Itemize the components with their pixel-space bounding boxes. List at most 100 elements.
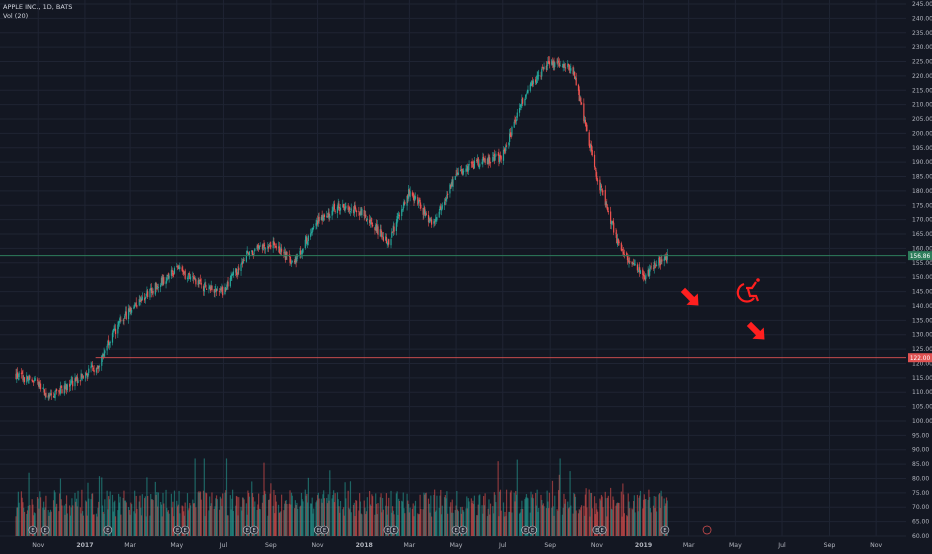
volume-bar <box>434 511 437 536</box>
candle-body <box>156 287 158 289</box>
volume-bar <box>355 500 358 536</box>
volume-bar <box>290 492 293 536</box>
candle-body <box>634 263 636 266</box>
volume-bar <box>323 498 326 536</box>
volume-bar <box>76 506 78 536</box>
volume-bar <box>398 500 401 536</box>
volume-bar <box>444 495 446 536</box>
volume-bar <box>246 514 248 536</box>
candle-body <box>215 288 217 291</box>
candle-body <box>263 244 265 247</box>
volume-bar <box>79 507 81 536</box>
volume-bar <box>138 501 140 536</box>
volume-bar <box>108 496 110 536</box>
volume-bar <box>235 495 238 536</box>
volume-bar <box>80 513 82 536</box>
candle-body <box>354 204 356 210</box>
candle-body <box>272 240 274 249</box>
volume-bar <box>440 514 443 536</box>
volume-bar <box>55 506 57 536</box>
price-axis-label: 175.00 <box>912 202 932 209</box>
volume-bar <box>363 500 365 536</box>
candle-body <box>301 250 303 255</box>
candle-body <box>81 374 83 378</box>
earnings-marker <box>103 525 113 535</box>
candle-body <box>262 243 264 250</box>
volume-bar <box>655 496 657 536</box>
volume-bar <box>481 505 483 536</box>
volume-bar <box>129 514 131 536</box>
volume-bar <box>621 516 623 536</box>
candle-body <box>388 239 390 245</box>
volume-bar <box>38 508 40 536</box>
volume-bar <box>171 507 173 536</box>
candle-body <box>395 222 397 231</box>
volume-bar <box>311 497 313 536</box>
candle-body <box>323 214 326 217</box>
candle-body <box>355 210 358 213</box>
volume-bar <box>365 511 368 536</box>
volume-bar <box>371 494 373 536</box>
candle-body <box>305 236 307 242</box>
candle-body <box>610 211 612 224</box>
candle-body <box>551 60 553 65</box>
candle-body <box>345 206 347 209</box>
candle-body <box>248 252 250 255</box>
candle-body <box>594 167 596 169</box>
price-level-tag <box>908 353 932 363</box>
volume-bar <box>117 510 119 536</box>
volume-bar <box>524 499 526 536</box>
volume-bar <box>323 490 325 536</box>
candle-body <box>406 196 408 206</box>
volume-bar <box>133 511 135 536</box>
volume-bar <box>141 494 143 536</box>
price-axis-label: 180.00 <box>912 188 932 195</box>
volume-bar <box>279 512 281 536</box>
candle-body <box>300 250 302 255</box>
volume-bar <box>628 501 630 536</box>
volume-bar <box>419 494 421 536</box>
candle-body <box>498 153 500 162</box>
volume-bar <box>146 477 148 536</box>
volume-bar <box>567 508 570 536</box>
candle-body <box>568 64 570 70</box>
candle-body <box>291 261 293 263</box>
candle-body <box>632 263 634 265</box>
accessibility-icon-leg <box>746 288 760 302</box>
candle-body <box>192 276 194 277</box>
candle-body <box>584 119 586 125</box>
candle-body <box>284 252 287 261</box>
candle-body <box>530 83 532 87</box>
price-axis-label: 220.00 <box>912 73 932 80</box>
volume-bar <box>43 501 45 536</box>
candle-body <box>456 172 459 175</box>
candle-body <box>48 394 50 397</box>
volume-bar <box>170 493 173 536</box>
volume-bar <box>45 495 47 536</box>
volume-bar <box>176 500 178 536</box>
volume-bar <box>504 511 506 536</box>
volume-bar <box>108 499 111 536</box>
volume-bar <box>377 503 379 536</box>
candle-body <box>80 373 82 380</box>
candle-body <box>286 251 288 255</box>
candle-body <box>643 274 645 279</box>
candle-body <box>61 389 63 394</box>
volume-bar <box>372 496 374 536</box>
volume-bar <box>69 505 71 536</box>
candle-body <box>500 156 502 160</box>
volume-bar <box>612 496 614 536</box>
volume-bar <box>617 502 619 536</box>
accessibility-icon-arc <box>736 282 755 303</box>
volume-bar <box>584 515 586 536</box>
candle-body <box>109 341 111 344</box>
volume-bar <box>547 501 549 536</box>
candle-body <box>343 208 345 210</box>
candle-body <box>203 285 205 292</box>
candle-body <box>579 99 581 101</box>
candle-body <box>296 257 298 262</box>
volume-bar <box>535 493 537 536</box>
volume-bar <box>450 502 452 536</box>
candle-body <box>339 207 342 211</box>
